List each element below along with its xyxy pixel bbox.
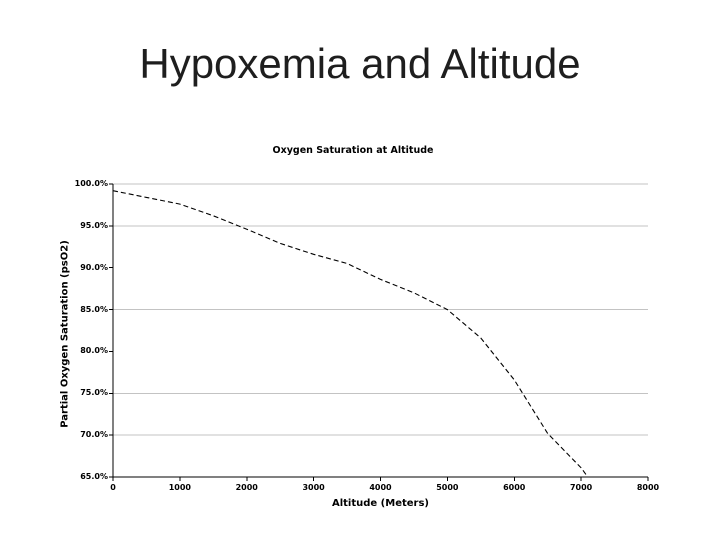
x-tick-label: 0 xyxy=(110,483,116,492)
x-tick-label: 2000 xyxy=(235,483,258,492)
data-line xyxy=(112,190,589,478)
x-tick-label: 7000 xyxy=(569,483,593,492)
x-tick-label: 8000 xyxy=(636,483,660,492)
y-tick-label: 95.0% xyxy=(80,220,108,230)
y-tick-label: 65.0% xyxy=(80,472,108,481)
x-tick-label: 1000 xyxy=(168,483,191,492)
y-tick-label: 90.0% xyxy=(80,262,108,272)
y-tick-label: 70.0% xyxy=(80,430,108,440)
chart-title: Oxygen Saturation at Altitude xyxy=(272,145,434,156)
x-tick-label: 5000 xyxy=(436,483,459,492)
slide-title: Hypoxemia and Altitude xyxy=(139,40,581,87)
y-tick-label: 85.0% xyxy=(80,304,108,314)
x-tick-label: 3000 xyxy=(302,483,325,492)
y-tick-label: 80.0% xyxy=(80,346,108,356)
y-tick-label: 75.0% xyxy=(80,388,108,398)
x-tick-label: 6000 xyxy=(503,483,526,492)
y-tick-label: 100.0% xyxy=(74,179,108,188)
x-axis-title: Altitude (Meters) xyxy=(331,498,430,509)
x-tick-label: 4000 xyxy=(369,483,392,492)
